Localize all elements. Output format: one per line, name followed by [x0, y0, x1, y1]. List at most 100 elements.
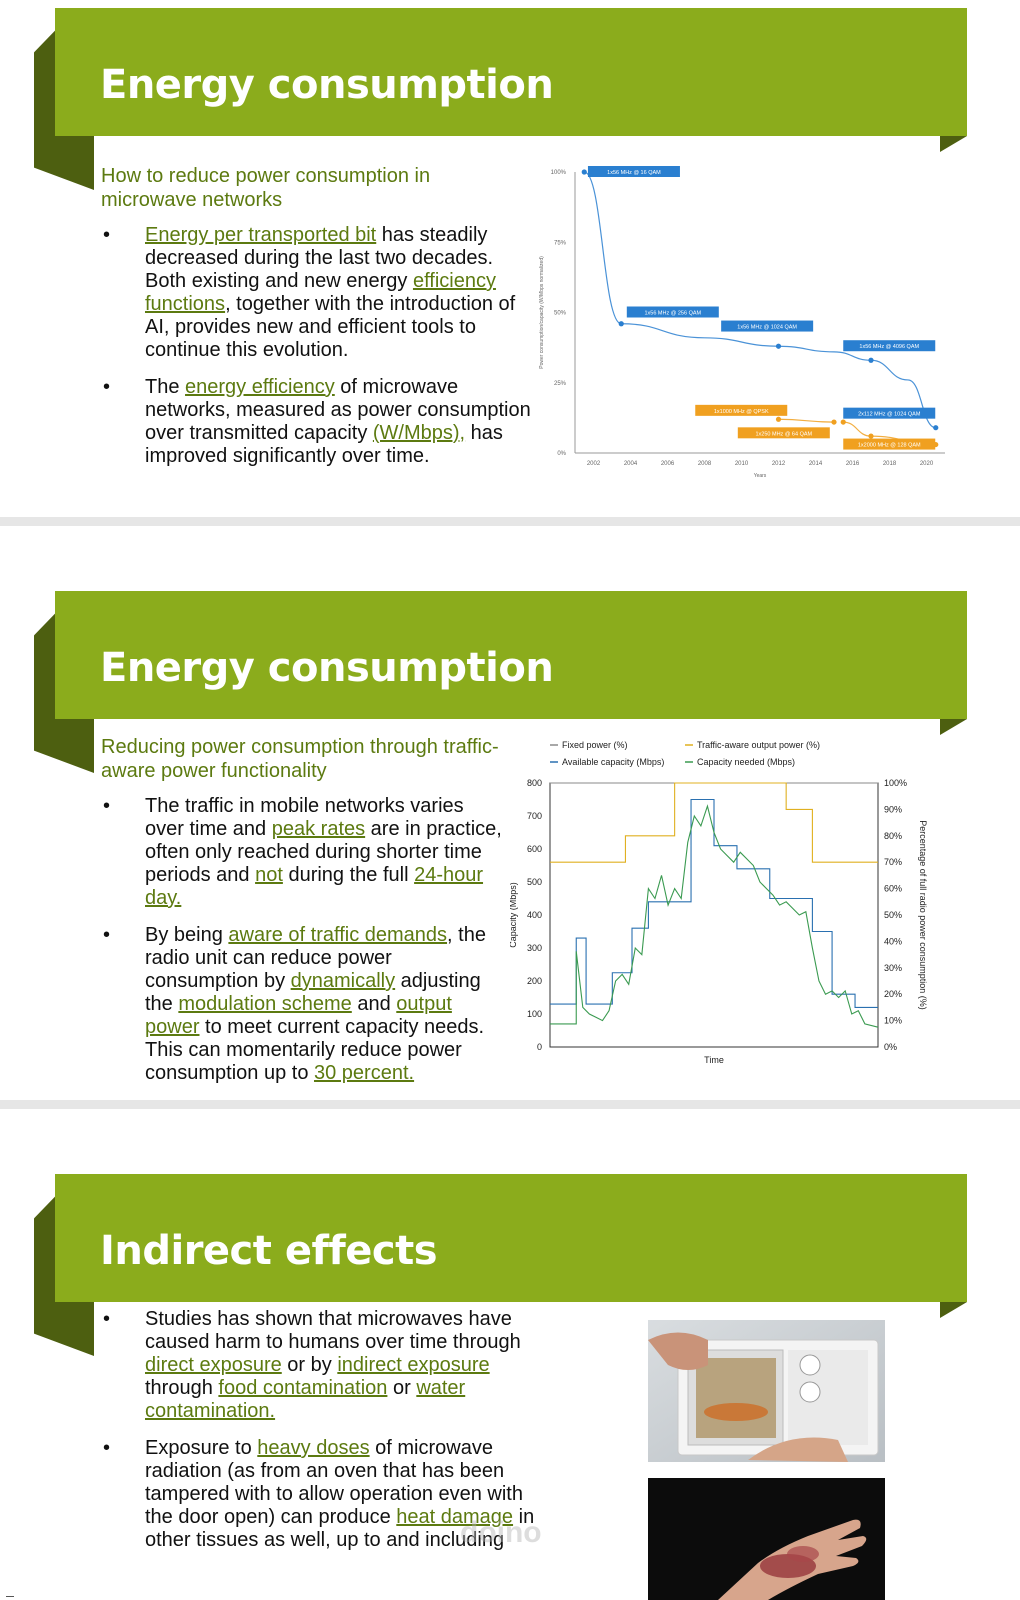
data-point	[840, 419, 846, 425]
bullet-text: has improved significantly over time.	[145, 422, 503, 467]
y-tick-label: 200	[527, 976, 542, 986]
series-line	[550, 798, 878, 1008]
hyperlink[interactable]: food contamination	[218, 1377, 388, 1399]
hyperlink[interactable]: dynamically	[290, 970, 396, 992]
bullet-text: or	[387, 1377, 417, 1399]
hyperlink[interactable]: heat damage	[396, 1506, 514, 1528]
bullet-text: through	[145, 1377, 219, 1399]
hyperlink[interactable]: indirect exposure	[337, 1354, 490, 1376]
bullet-text: The traffic in mobile networks varies ov…	[145, 795, 464, 840]
y2-tick-label: 80%	[884, 831, 902, 841]
hyperlink[interactable]: modulation scheme	[178, 993, 352, 1015]
page-mark	[6, 1596, 14, 1597]
hyperlink[interactable]: heavy doses	[257, 1437, 370, 1459]
y2-tick-label: 50%	[884, 910, 902, 920]
slide-title: Indirect effects	[100, 1228, 438, 1274]
annotation-box	[587, 166, 680, 177]
bullet-dot: •	[103, 795, 111, 817]
bullet-item: • The traffic in mobile networks varies o…	[103, 795, 503, 910]
y2-tick-label: 70%	[884, 857, 902, 867]
y2-tick-label: 100%	[884, 778, 907, 788]
bullet-list: • The traffic in mobile networks varies o…	[103, 795, 503, 1099]
slide-subtitle: How to reduce power consumption in micro…	[101, 165, 431, 211]
hyperlink[interactable]: aware of traffic demands	[228, 924, 448, 946]
x-tick-label: 2012	[772, 461, 786, 467]
bullet-list: • Energy per transported bit has steadily…	[103, 224, 533, 482]
data-point	[581, 169, 587, 175]
bullet-text: has steadily decreased during the last t…	[145, 224, 493, 292]
bullet-text: of microwave radiation (as from an oven …	[145, 1437, 523, 1528]
x-tick-label: 2004	[624, 461, 638, 467]
bullet-dot: •	[103, 224, 111, 246]
bullet-item: • By being aware of traffic demands, the …	[103, 924, 503, 1085]
series-line	[550, 782, 878, 863]
hyperlink[interactable]: direct exposure	[145, 1354, 282, 1376]
data-point	[831, 419, 837, 425]
x-tick-label: 2008	[698, 461, 712, 467]
data-point	[775, 343, 782, 349]
y-tick-label: 700	[527, 811, 542, 821]
data-point	[618, 321, 624, 327]
hyperlink[interactable]: peak rates	[271, 818, 366, 840]
x-axis-label: Time	[704, 1055, 724, 1065]
y2-tick-label: 30%	[884, 963, 902, 973]
series-line	[550, 804, 879, 1028]
bullet-text: adjusting the	[145, 970, 481, 1015]
hyperlink[interactable]: efficiency functions	[145, 270, 496, 315]
y-tick-label: 0%	[557, 451, 566, 457]
hyperlink[interactable]: 30 percent.	[314, 1062, 415, 1084]
annotation-box	[695, 404, 788, 416]
bullet-text: or by	[281, 1354, 338, 1376]
annotation-label: 2x112 MHz @ 1024 QAM	[858, 412, 921, 418]
y2-tick-label: 40%	[884, 936, 902, 946]
bullet-text: are in practice, often only reached duri…	[145, 818, 502, 886]
y-tick-label: 100	[527, 1009, 542, 1019]
hyperlink[interactable]: water contamination.	[145, 1377, 466, 1422]
hyperlink[interactable]: energy efficiency	[185, 376, 335, 398]
energy-per-bit-chart: 1x56 MHz @ 16 QAM 1x56 MHz @ 256 QAM 1x56 …	[539, 166, 945, 479]
annotation-label: 1x56 MHz @ 4096 QAM	[859, 344, 919, 350]
series-line	[778, 418, 835, 423]
bullet-item: • Exposure to heavy doses of microwave ra…	[103, 1437, 543, 1552]
slide-energy-consumption-2: Energy consumption Reducing power consum…	[0, 583, 1020, 1110]
bullet-text: , the radio unit can reduce power consum…	[145, 924, 486, 992]
annotation-label: 1x56 MHz @ 256 QAM	[644, 311, 701, 317]
bullet-text: , together with the introduction of AI, …	[145, 293, 516, 361]
bullet-dot: •	[103, 1308, 111, 1330]
x-tick-label: 2014	[809, 461, 823, 467]
title-band-fold	[940, 136, 967, 152]
x-tick-label: 2016	[846, 461, 860, 467]
data-point	[868, 433, 874, 439]
x-axis-label: Years	[754, 473, 767, 479]
traffic-aware-chart: Fixed power (%) Traffic-aware output powe…	[510, 740, 928, 1065]
bullet-text: Exposure to	[145, 1437, 258, 1459]
y2-tick-label: 20%	[884, 989, 902, 999]
data-point	[775, 416, 782, 422]
bullet-text: By being	[145, 924, 229, 946]
slide-separator	[0, 1100, 1020, 1109]
y-tick-label: 50%	[554, 311, 567, 317]
bullet-text: to meet current capacity needs. This can…	[145, 1016, 485, 1084]
bullet-dot: •	[103, 376, 111, 398]
y-axis-label: Power consumption/capacity (W/Mbps norma…	[539, 256, 545, 369]
slide-subtitle: Reducing power consumption through traff…	[101, 736, 499, 782]
y-tick-label: 600	[527, 844, 542, 854]
bullet-text: in other tissues as well, up to and incl…	[145, 1506, 535, 1551]
annotation-label: 1x1000 MHz @ QPSK	[714, 409, 769, 415]
bullet-text: of microwave networks, measured as power…	[145, 376, 531, 444]
hyperlink[interactable]: (W/Mbps),	[372, 422, 466, 444]
bullet-item: • Energy per transported bit has steadily…	[103, 224, 533, 362]
watermark: doino	[460, 1516, 542, 1549]
hyperlink[interactable]: Energy per transported bit	[145, 224, 377, 246]
slide-indirect-effects: Indirect effects • Studies has shown that…	[0, 1166, 1020, 1600]
slide-title: Energy consumption	[100, 645, 554, 691]
x-tick-label: 2020	[920, 461, 934, 467]
hyperlink[interactable]: not	[255, 864, 283, 886]
hyperlink[interactable]: output power	[145, 993, 452, 1038]
y-tick-label: 400	[527, 910, 542, 920]
bullet-text: during the full	[282, 864, 415, 886]
annotation-box	[843, 438, 936, 450]
annotation-label: 1x2000 MHz @ 128 QAM	[858, 443, 921, 449]
title-band	[55, 1174, 967, 1302]
hyperlink[interactable]: 24-hour day.	[145, 864, 484, 909]
